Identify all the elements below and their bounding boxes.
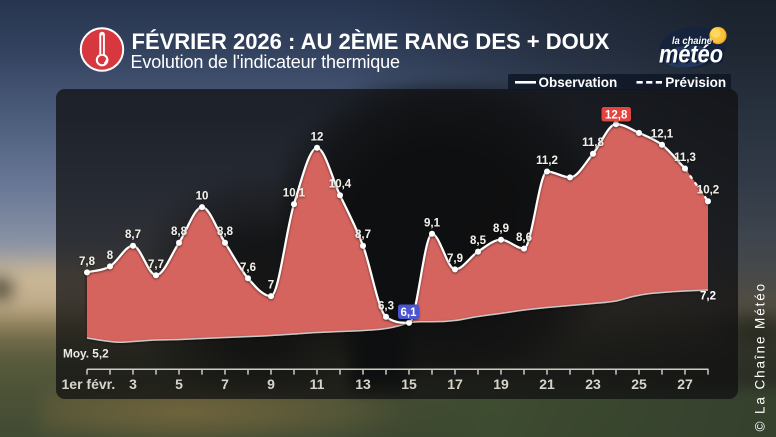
svg-text:10,4: 10,4 xyxy=(329,179,352,191)
svg-text:13: 13 xyxy=(355,376,371,392)
svg-text:12,1: 12,1 xyxy=(651,128,674,140)
svg-text:7: 7 xyxy=(221,376,229,392)
svg-text:8,6: 8,6 xyxy=(516,232,532,244)
svg-text:11,2: 11,2 xyxy=(536,155,558,167)
svg-text:Observation: Observation xyxy=(539,75,618,90)
svg-text:12: 12 xyxy=(311,131,324,143)
svg-text:5: 5 xyxy=(175,376,183,392)
svg-text:8: 8 xyxy=(107,250,114,262)
svg-text:12,8: 12,8 xyxy=(605,109,628,121)
svg-text:19: 19 xyxy=(493,376,509,392)
svg-text:25: 25 xyxy=(631,376,647,392)
svg-text:7,9: 7,9 xyxy=(447,253,463,265)
svg-text:21: 21 xyxy=(539,376,555,392)
svg-text:10,2: 10,2 xyxy=(697,185,719,197)
svg-text:11: 11 xyxy=(310,376,325,392)
svg-text:9: 9 xyxy=(267,376,275,392)
svg-text:Prévision: Prévision xyxy=(665,75,726,90)
svg-text:météo: météo xyxy=(661,42,725,70)
svg-text:la chaine: la chaine xyxy=(672,35,712,47)
svg-text:7,8: 7,8 xyxy=(79,256,96,268)
svg-text:11,3: 11,3 xyxy=(674,152,696,164)
svg-text:8,9: 8,9 xyxy=(493,223,509,235)
svg-text:9,1: 9,1 xyxy=(424,217,441,229)
svg-text:7,6: 7,6 xyxy=(240,262,256,274)
svg-text:11,8: 11,8 xyxy=(582,137,604,149)
svg-text:27: 27 xyxy=(677,376,693,392)
svg-text:8,5: 8,5 xyxy=(470,235,487,247)
svg-text:8,8: 8,8 xyxy=(171,226,188,238)
svg-text:Moy. 5,2: Moy. 5,2 xyxy=(63,347,109,361)
svg-text:10: 10 xyxy=(196,191,209,203)
svg-text:3: 3 xyxy=(129,376,137,392)
svg-text:8,7: 8,7 xyxy=(355,229,371,241)
svg-text:7,7: 7,7 xyxy=(148,259,164,271)
svg-text:17: 17 xyxy=(447,376,463,392)
svg-text:15: 15 xyxy=(401,376,417,392)
svg-text:10,1: 10,1 xyxy=(283,188,306,200)
svg-text:la chaine: la chaine xyxy=(673,36,713,48)
svg-text:6,3: 6,3 xyxy=(378,300,394,312)
svg-text:8,7: 8,7 xyxy=(125,229,141,241)
svg-text:1er févr.: 1er févr. xyxy=(62,376,116,392)
svg-text:© La Chaîne Météo: © La Chaîne Météo xyxy=(753,282,768,432)
svg-text:météo: météo xyxy=(659,41,723,69)
svg-text:6,1: 6,1 xyxy=(401,307,418,319)
svg-text:7,2: 7,2 xyxy=(700,291,716,303)
svg-text:23: 23 xyxy=(585,376,601,392)
svg-text:7: 7 xyxy=(268,280,274,292)
svg-text:8,8: 8,8 xyxy=(217,226,234,238)
